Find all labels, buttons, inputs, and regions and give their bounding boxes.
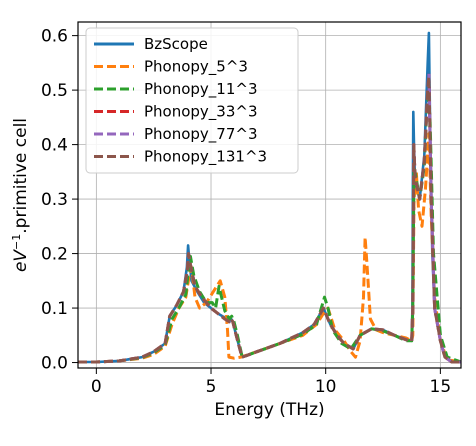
y-tick-label: 0.2: [41, 245, 68, 265]
legend-label: Phonopy_131^3: [144, 148, 267, 167]
legend: BzScope Phonopy_5^3 Phonopy_11^3 Phonopy_33…: [85, 27, 299, 174]
legend-box: [85, 27, 299, 174]
y-tick-label: 0.3: [41, 190, 68, 210]
y-axis-label-unit: eV: [11, 249, 31, 272]
x-tick-label: 0: [91, 377, 102, 397]
legend-label: Phonopy_33^3: [144, 103, 258, 122]
legend-label: BzScope: [144, 35, 208, 53]
y-axis-label-text: .primitive cell: [11, 118, 31, 234]
y-tick-label: 0.1: [41, 299, 68, 319]
x-tick-label: 15: [430, 377, 452, 397]
y-axis-label: eV−1.primitive cell: [10, 118, 32, 272]
series-lines: [78, 31, 461, 364]
legend-label: Phonopy_11^3: [144, 80, 258, 99]
legend-label: Phonopy_5^3: [144, 58, 248, 77]
x-tick-label: 10: [315, 377, 337, 397]
y-tick-label: 0.0: [41, 354, 68, 374]
y-tick-label: 0.5: [41, 81, 68, 101]
x-tick-label: 5: [206, 377, 217, 397]
plot-frame: [77, 21, 462, 369]
x-axis-label: Energy (THz): [214, 400, 324, 420]
y-axis-label-exponent: −1: [10, 234, 23, 250]
series-line-phonopy-131-3: [78, 75, 461, 364]
ticks: 0 5 10 15 0.0 0.1 0.2 0.3 0.4 0.5 0.6: [41, 27, 451, 397]
y-tick-label: 0.6: [41, 27, 68, 47]
legend-label: Phonopy_77^3: [144, 125, 258, 144]
y-tick-label: 0.4: [41, 136, 68, 156]
